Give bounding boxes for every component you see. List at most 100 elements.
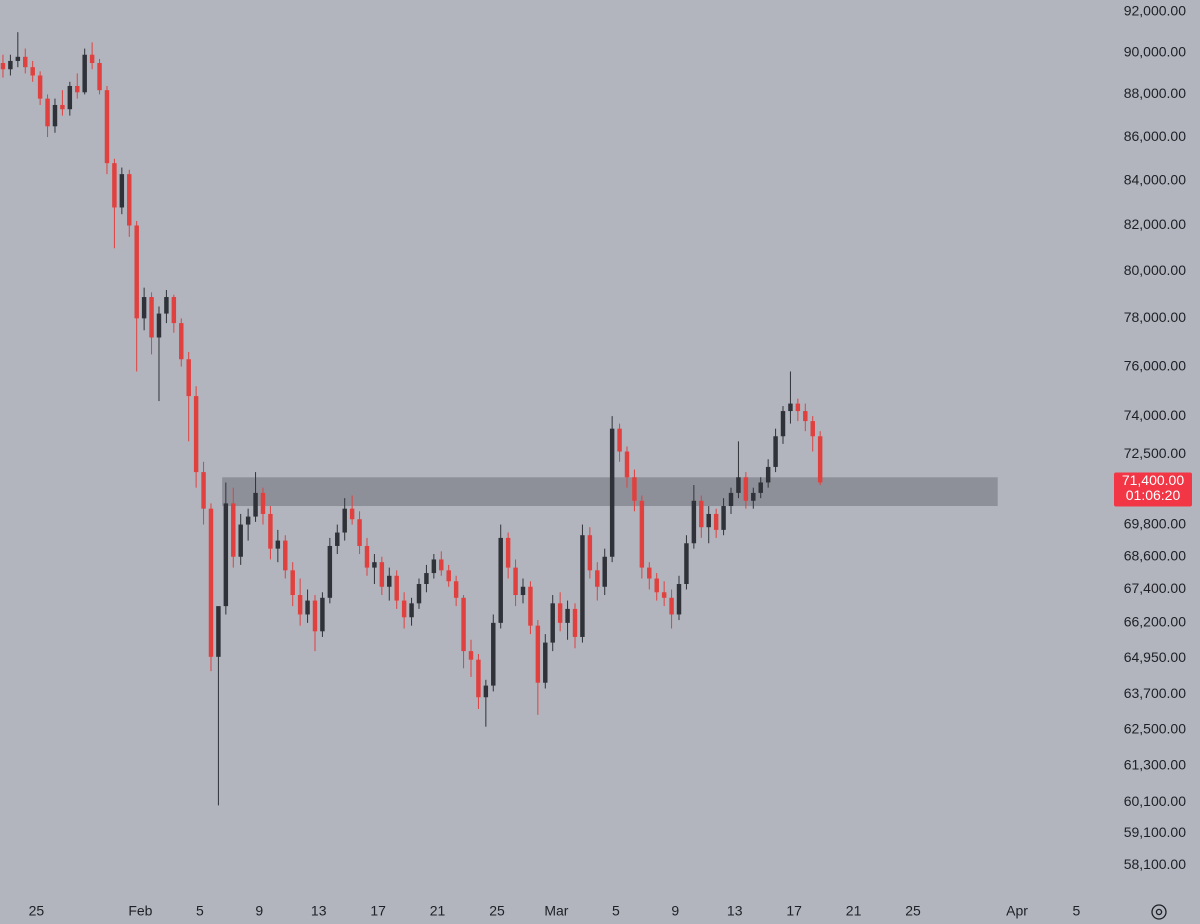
candle-body — [535, 625, 541, 683]
x-tick-label: 21 — [430, 903, 446, 919]
candle-body — [624, 451, 630, 478]
candle-body — [260, 492, 266, 514]
candle-body — [67, 85, 73, 110]
y-tick-label: 76,000.00 — [1124, 357, 1186, 373]
settings-center[interactable] — [1155, 908, 1163, 916]
y-tick-label: 84,000.00 — [1124, 171, 1186, 187]
y-tick-label: 68,600.00 — [1124, 547, 1186, 563]
candle-body — [186, 359, 191, 397]
candle-body — [572, 608, 578, 637]
candle-body — [216, 606, 221, 657]
candle-body — [112, 163, 117, 208]
candle-body — [253, 492, 258, 517]
candle-body — [565, 608, 570, 623]
y-tick-label: 82,000.00 — [1124, 216, 1186, 232]
x-tick-label: 17 — [370, 903, 386, 919]
x-tick-label: 17 — [786, 903, 802, 919]
candle-body — [453, 581, 459, 598]
candle-body — [587, 535, 593, 571]
x-tick-label: 21 — [846, 903, 862, 919]
candle-body — [364, 545, 370, 568]
candle-body — [520, 586, 526, 596]
candle-body — [357, 519, 362, 546]
candle-body — [706, 513, 711, 528]
candle-body — [595, 570, 600, 587]
candle-body — [780, 411, 786, 437]
candle-body — [788, 403, 793, 412]
candle-body — [97, 63, 102, 91]
y-tick-label: 63,700.00 — [1124, 685, 1186, 701]
candle-body — [379, 562, 385, 587]
candle-body — [193, 396, 199, 473]
candle-body — [75, 85, 80, 93]
x-tick-label: 25 — [905, 903, 921, 919]
candle-body — [45, 98, 50, 127]
x-tick-label: Apr — [1006, 903, 1028, 919]
candle-body — [476, 659, 481, 698]
candle-body — [654, 578, 659, 593]
candle-body — [60, 104, 65, 110]
candle-body — [676, 584, 682, 615]
candle-body — [498, 537, 503, 623]
candle-body — [15, 56, 21, 61]
candle-body — [639, 500, 645, 568]
candle-body — [127, 174, 132, 226]
candle-body — [431, 559, 437, 574]
candle-body — [8, 60, 13, 70]
y-tick-label: 78,000.00 — [1124, 309, 1186, 325]
candle-body — [728, 492, 734, 507]
x-tick-label: 5 — [196, 903, 204, 919]
candle-body — [743, 477, 749, 501]
candle-body — [305, 600, 310, 615]
candle-body — [543, 642, 548, 683]
candle-body — [424, 573, 429, 585]
candle-body — [751, 492, 756, 501]
candle-body — [446, 570, 451, 582]
candle-body — [439, 559, 444, 571]
candle-body — [795, 403, 801, 412]
candle-body — [684, 543, 689, 585]
candle-body — [557, 603, 563, 623]
candle-body — [713, 513, 719, 530]
candle-body — [617, 428, 622, 452]
candle-body — [104, 90, 110, 164]
candle-body — [23, 56, 28, 68]
candle-body — [669, 597, 674, 615]
candle-body — [231, 503, 236, 557]
x-tick-label: 25 — [29, 903, 45, 919]
candle-body — [297, 595, 303, 615]
candle-body — [82, 54, 87, 93]
candle-body — [208, 508, 214, 657]
x-tick-label: 5 — [612, 903, 620, 919]
candle-body — [691, 500, 697, 544]
candle-body — [283, 540, 288, 571]
candle-body — [817, 436, 823, 483]
candle-body — [513, 567, 518, 596]
candle-body — [312, 600, 318, 632]
candle-body — [609, 428, 615, 557]
x-tick-label: 13 — [311, 903, 327, 919]
candle-body — [699, 500, 704, 528]
candle-body — [327, 545, 333, 598]
candle-body — [149, 297, 154, 338]
candle-body — [505, 537, 511, 568]
candle-body — [461, 597, 466, 652]
candle-body — [156, 313, 162, 338]
candle-body — [349, 508, 355, 520]
y-tick-label: 90,000.00 — [1124, 43, 1186, 59]
countdown: 01:06:20 — [1126, 487, 1181, 503]
candle-body — [401, 600, 407, 618]
candle-body — [810, 421, 815, 437]
candle-body — [320, 597, 325, 632]
candle-body — [468, 651, 474, 660]
settings-icon[interactable] — [1151, 904, 1167, 920]
candle-body — [119, 174, 125, 208]
candle-body — [268, 513, 273, 549]
candle-body — [342, 508, 347, 533]
settings-gear[interactable] — [1151, 904, 1167, 920]
candle-body — [52, 104, 58, 127]
y-tick-label: 59,100.00 — [1124, 824, 1186, 840]
candle-body — [721, 506, 726, 530]
